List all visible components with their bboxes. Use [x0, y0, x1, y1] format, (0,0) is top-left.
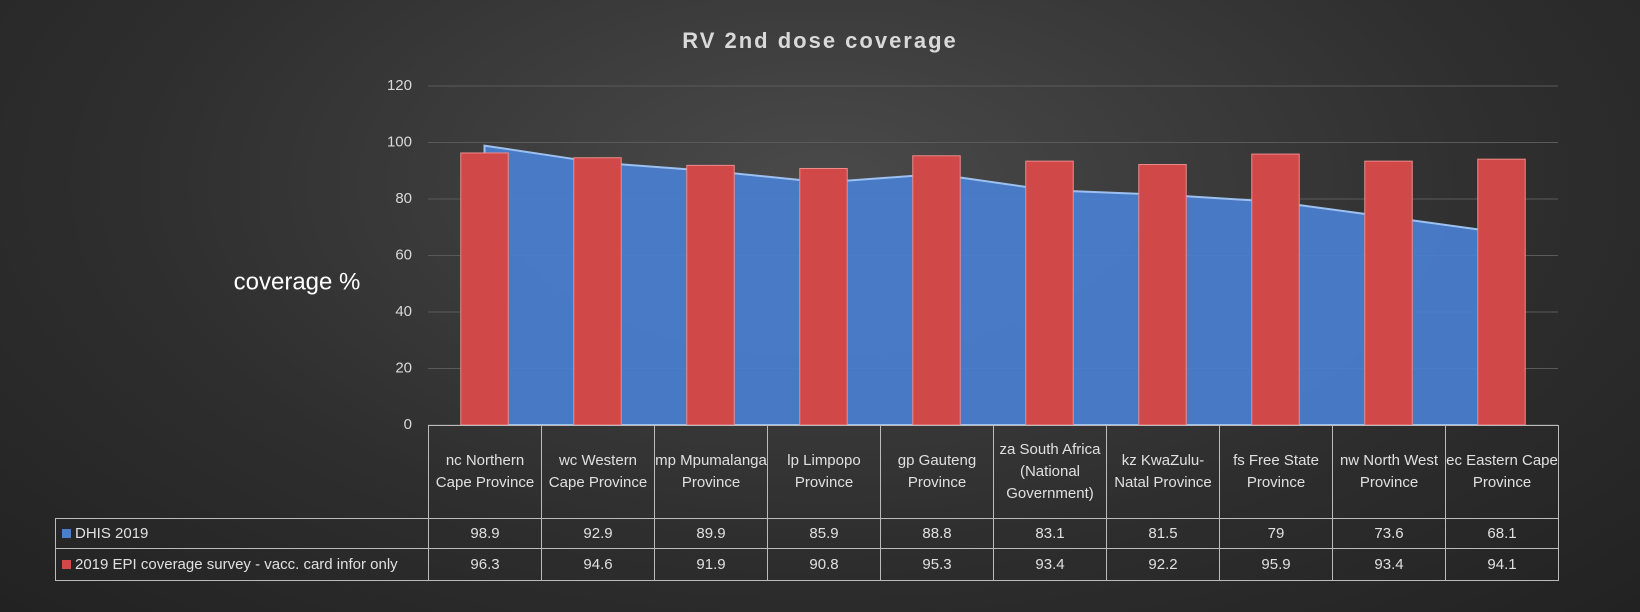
x-tick-label: ec Eastern Cape Province	[1445, 425, 1559, 519]
area	[483, 144, 1503, 426]
legend-label: 2019 EPI coverage survey - vacc. card in…	[75, 555, 398, 573]
y-tick-label: 120	[387, 77, 412, 94]
table-value: 91.9	[654, 548, 768, 581]
table-value: 83.1	[993, 518, 1107, 549]
table-value: 90.8	[767, 548, 881, 581]
x-tick-label: za South Africa (National Government)	[993, 425, 1107, 519]
table-value: 96.3	[428, 548, 542, 581]
table-value: 93.4	[993, 548, 1107, 581]
table-value: 98.9	[428, 518, 542, 549]
table-value: 89.9	[654, 518, 768, 549]
y-tick-label: 20	[395, 359, 412, 376]
chart-title: RV 2nd dose coverage	[682, 28, 958, 53]
y-axis-label: coverage %	[234, 268, 361, 295]
table-value: 88.8	[880, 518, 994, 549]
table-value: 79	[1219, 518, 1333, 549]
x-tick-label: fs Free State Province	[1219, 425, 1333, 519]
x-tick-label: nw North West Province	[1332, 425, 1446, 519]
bar	[1251, 153, 1300, 426]
y-tick-label: 40	[395, 303, 412, 320]
bar	[1138, 164, 1187, 426]
legend-entry: 2019 EPI coverage survey - vacc. card in…	[55, 548, 429, 581]
y-tick-label: 60	[395, 246, 412, 263]
legend-entry: DHIS 2019	[55, 518, 429, 549]
legend-swatch	[62, 560, 71, 569]
bar	[686, 164, 735, 426]
bar	[573, 157, 622, 426]
y-tick-label: 100	[387, 133, 412, 150]
table-value: 94.1	[1445, 548, 1559, 581]
table-value: 95.9	[1219, 548, 1333, 581]
table-value: 93.4	[1332, 548, 1446, 581]
bar	[1477, 158, 1526, 426]
bar	[799, 167, 848, 426]
bar	[1025, 160, 1074, 426]
table-value: 68.1	[1445, 518, 1559, 549]
y-tick-label: 80	[395, 190, 412, 207]
x-tick-label: kz KwaZulu-Natal Province	[1106, 425, 1220, 519]
table-value: 92.9	[541, 518, 655, 549]
bar	[1364, 160, 1413, 426]
x-tick-label: nc Northern Cape Province	[428, 425, 542, 519]
y-tick-label: 0	[404, 416, 412, 433]
table-value: 73.6	[1332, 518, 1446, 549]
table-value: 95.3	[880, 548, 994, 581]
table-value: 85.9	[767, 518, 881, 549]
table-value: 81.5	[1106, 518, 1220, 549]
x-tick-label: mp Mpumalanga Province	[654, 425, 768, 519]
table-value: 92.2	[1106, 548, 1220, 581]
x-tick-label: lp Limpopo Province	[767, 425, 881, 519]
x-tick-label: wc Western Cape Province	[541, 425, 655, 519]
legend-label: DHIS 2019	[75, 524, 149, 542]
x-tick-label: gp Gauteng Province	[880, 425, 994, 519]
bar	[460, 152, 509, 426]
legend-swatch	[62, 529, 71, 538]
table-value: 94.6	[541, 548, 655, 581]
bar	[912, 155, 961, 426]
